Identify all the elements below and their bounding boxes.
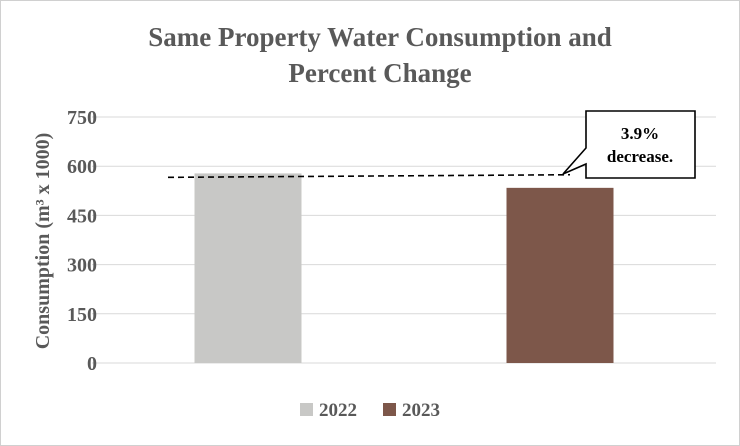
legend-label-2022: 2022 <box>319 400 357 421</box>
y-tick-label: 150 <box>67 304 97 326</box>
bar-2022 <box>194 173 302 363</box>
bar-2023 <box>506 187 614 363</box>
y-tick-label: 600 <box>67 156 97 178</box>
trend-dashed-line <box>167 173 571 179</box>
callout-line-2: decrease. <box>607 147 673 166</box>
chart-title: Same Property Water Consumption and Perc… <box>148 22 612 88</box>
legend: 2022 2023 <box>300 400 440 421</box>
y-tick-label: 0 <box>87 353 97 375</box>
y-axis-label: Consumption (m³ x 1000) <box>32 133 54 350</box>
y-tick-label: 750 <box>67 107 97 129</box>
callout-line-1: 3.9% <box>621 124 659 143</box>
chart-title-line-2: Percent Change <box>288 58 471 88</box>
y-tick-labels: 0 150 300 450 600 750 <box>67 107 97 375</box>
legend-swatch-2023 <box>383 403 396 416</box>
chart-title-line-1: Same Property Water Consumption and <box>148 22 612 52</box>
y-tick-label: 300 <box>67 255 97 277</box>
percent-change-annotation: 3.9% decrease. <box>167 110 696 179</box>
y-tick-label: 450 <box>67 205 97 227</box>
legend-label-2023: 2023 <box>402 400 440 421</box>
callout-box <box>562 110 696 179</box>
legend-swatch-2022 <box>300 403 313 416</box>
bars <box>194 173 614 363</box>
